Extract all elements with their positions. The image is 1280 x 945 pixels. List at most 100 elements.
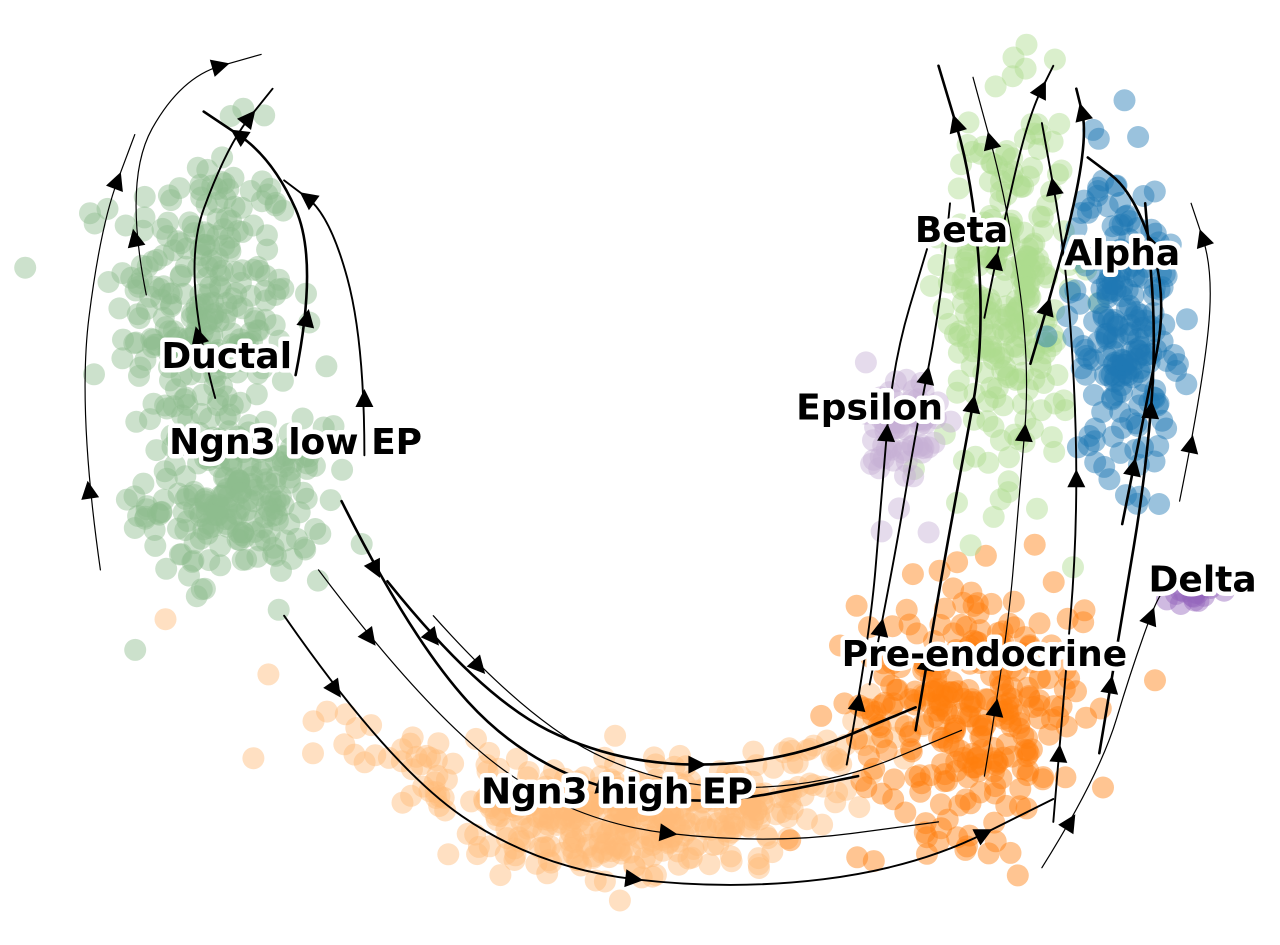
cell-point-ngn3-high-ep	[428, 785, 451, 808]
cell-point-alpha	[1119, 408, 1142, 431]
cell-point-alpha	[1084, 451, 1107, 474]
cell-point-ngn3-low-ep	[261, 504, 284, 527]
cell-point-ngn3-low-ep	[183, 497, 206, 520]
cell-point-pre-endocrine	[983, 782, 1006, 805]
cell-point-ngn3-high-ep	[826, 747, 849, 770]
cell-point-ngn3-high-ep	[465, 727, 487, 750]
cell-point-ngn3-high-ep	[690, 810, 713, 833]
cell-point-ductal	[158, 320, 181, 343]
cell-point-ductal	[244, 310, 267, 333]
cell-point-beta	[980, 151, 1003, 174]
cell-point-pre-endocrine	[959, 705, 982, 728]
cell-point-ngn3-low-ep	[221, 394, 244, 417]
cell-point-ductal	[159, 336, 182, 359]
cell-point-alpha	[1094, 364, 1116, 386]
cell-point-ngn3-low-ep	[208, 447, 231, 470]
cell-point-ngn3-high-ep	[824, 791, 847, 814]
cell-point-ngn3-high-ep	[651, 806, 674, 829]
cell-point-pre-endocrine	[1038, 723, 1061, 746]
cell-point-ngn3-low-ep	[273, 455, 295, 478]
cell-point-alpha	[1138, 391, 1161, 414]
cell-point-ngn3-high-ep	[426, 764, 449, 787]
cell-point-beta	[995, 140, 1018, 162]
cell-point-ngn3-high-ep	[405, 745, 428, 768]
cell-point-alpha	[1098, 365, 1121, 387]
cell-point-alpha	[1109, 260, 1132, 283]
cell-point-ngn3-high-ep	[644, 753, 667, 776]
cell-point-alpha	[1143, 180, 1166, 203]
cell-point-ngn3-low-ep	[183, 484, 206, 506]
cell-point-alpha	[1108, 267, 1131, 290]
cell-point-ngn3-high-ep	[643, 746, 665, 769]
cell-point-pre-endocrine	[889, 656, 912, 679]
cell-point-ngn3-low-ep	[226, 425, 249, 448]
cell-point-pre-endocrine	[1016, 745, 1039, 768]
cell-point-pre-endocrine	[931, 695, 953, 718]
cell-point-ngn3-low-ep	[209, 554, 232, 577]
cell-point-ductal	[206, 434, 229, 457]
cell-point-pre-endocrine	[948, 794, 971, 817]
cell-point-ductal	[228, 333, 251, 356]
cell-point-ngn3-low-ep	[194, 490, 217, 513]
cell-point-pre-endocrine	[941, 681, 964, 704]
cell-point-alpha	[1129, 357, 1152, 380]
cell-point-ngn3-low-ep	[264, 544, 287, 567]
cluster-label-delta: Delta	[1149, 559, 1257, 600]
velocity-arrowhead	[1123, 457, 1141, 478]
cell-point-alpha	[1110, 357, 1133, 380]
cell-point-alpha	[1103, 370, 1126, 393]
cell-point-epsilon	[884, 370, 907, 393]
cell-point-ngn3-high-ep	[848, 796, 871, 819]
cell-point-pre-endocrine	[954, 788, 977, 811]
cell-point-pre-endocrine	[991, 637, 1014, 660]
cell-point-alpha	[1106, 326, 1129, 349]
cell-point-alpha	[1129, 335, 1152, 358]
cell-point-beta	[992, 342, 1015, 365]
cell-point-ductal	[224, 438, 247, 461]
cell-point-ductal	[207, 388, 230, 410]
cell-point-pre-endocrine	[1008, 712, 1031, 735]
cell-point-pre-endocrine	[846, 846, 869, 869]
cell-point-beta	[997, 470, 1020, 493]
cell-point-beta	[957, 221, 979, 244]
cell-point-ngn3-low-ep	[207, 493, 230, 516]
cell-point-beta	[989, 236, 1012, 259]
velocity-streamline	[1086, 156, 1163, 526]
cell-point-pre-endocrine	[967, 760, 990, 783]
cell-point-pre-endocrine	[1072, 611, 1095, 634]
cell-point-ductal	[202, 291, 224, 314]
cell-point-ductal	[245, 383, 268, 406]
cell-point-ductal	[191, 383, 214, 406]
cell-point-pre-endocrine	[952, 591, 975, 614]
cell-point-ngn3-high-ep	[669, 804, 692, 827]
cell-point-ductal	[162, 329, 185, 352]
cell-point-pre-endocrine	[990, 634, 1013, 657]
cell-point-pre-endocrine	[967, 631, 990, 654]
cell-point-ngn3-high-ep	[713, 800, 736, 823]
cell-point-ngn3-high-ep	[425, 749, 448, 772]
cell-point-pre-endocrine	[987, 622, 1009, 645]
cell-point-ngn3-low-ep	[259, 483, 281, 506]
cell-point-epsilon	[926, 391, 949, 414]
cell-point-ductal	[232, 350, 255, 373]
cell-point-ngn3-high-ep	[608, 889, 631, 912]
cell-point-beta	[981, 208, 1003, 231]
cell-point-pre-endocrine	[989, 674, 1012, 697]
cell-point-ngn3-low-ep	[176, 510, 199, 532]
cell-point-ngn3-high-ep	[615, 799, 638, 822]
cell-point-ductal	[141, 250, 164, 273]
cell-point-pre-endocrine	[1000, 687, 1023, 710]
cell-point-ngn3-high-ep	[691, 791, 714, 814]
cell-point-pre-endocrine	[1028, 694, 1051, 717]
velocity-streamline	[317, 569, 940, 840]
cell-point-beta	[1018, 256, 1041, 279]
cell-point-delta	[1169, 579, 1192, 602]
cell-point-alpha	[1077, 246, 1099, 269]
cell-point-beta	[1034, 262, 1057, 285]
cell-point-alpha	[1087, 331, 1110, 354]
cell-point-alpha	[1134, 325, 1157, 347]
cell-point-ductal	[171, 404, 194, 427]
cell-point-pre-endocrine	[871, 694, 893, 717]
velocity-streamline	[1041, 574, 1215, 869]
cell-point-ngn3-high-ep	[698, 853, 721, 876]
